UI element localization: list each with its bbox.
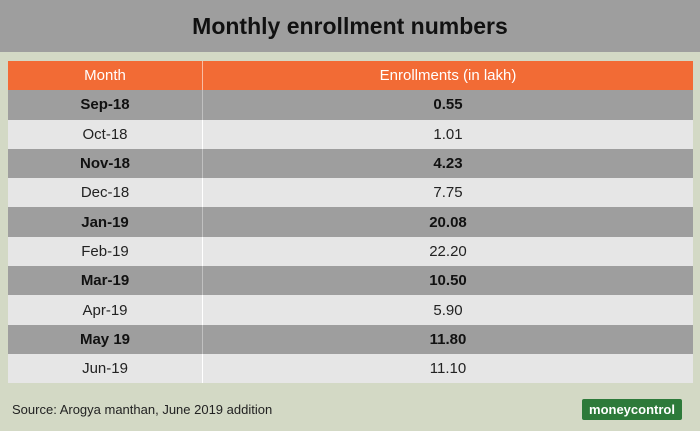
enrollment-value-cell: 5.90 <box>433 301 463 319</box>
enrollment-value-cell: 22.20 <box>429 242 467 260</box>
enrollment-value-cell: 10.50 <box>429 272 467 290</box>
title-bar: Monthly enrollment numbers <box>0 0 700 52</box>
table-row: Nov-18 4.23 <box>8 148 693 179</box>
column-header-enrollments: Enrollments (in lakh) <box>379 67 517 85</box>
column-divider <box>202 207 203 237</box>
enrollment-value-cell: 7.75 <box>433 184 463 202</box>
table-row: Sep-18 0.55 <box>8 90 693 120</box>
month-cell: Oct-18 <box>82 125 128 143</box>
page-title: Monthly enrollment numbers <box>192 12 508 39</box>
column-header-month: Month <box>84 67 126 85</box>
table-header-row: Month Enrollments (in lakh) <box>8 61 693 91</box>
column-divider <box>202 295 203 325</box>
column-divider <box>202 90 203 120</box>
month-cell: Nov-18 <box>79 155 131 173</box>
column-divider <box>202 324 203 354</box>
enrollment-value-cell: 0.55 <box>433 96 463 114</box>
column-divider <box>202 353 203 384</box>
month-cell: May 19 <box>79 330 131 348</box>
table-row: Jan-19 20.08 <box>8 207 693 237</box>
enrollment-value-cell: 11.80 <box>429 330 467 348</box>
table-row: May 19 11.80 <box>8 324 693 354</box>
month-cell: Jan-19 <box>81 213 129 231</box>
enrollment-value-cell: 20.08 <box>429 213 467 231</box>
enrollment-value-cell: 11.10 <box>429 360 467 378</box>
month-cell: Dec-18 <box>80 184 130 202</box>
column-divider <box>202 178 203 208</box>
table-row: Dec-18 7.75 <box>8 178 693 208</box>
enrollment-value-cell: 1.01 <box>433 125 463 143</box>
source-note: Source: Arogya manthan, June 2019 additi… <box>12 402 273 417</box>
enrollment-value-cell: 4.23 <box>433 155 463 173</box>
month-cell: Jun-19 <box>82 360 128 378</box>
column-divider <box>202 266 203 296</box>
month-cell: Sep-18 <box>80 96 130 114</box>
enrollment-table: Month Enrollments (in lakh) Sep-18 0.55 Oc… <box>8 61 693 384</box>
column-divider <box>202 119 203 149</box>
table-row: Jun-19 11.10 <box>8 353 693 384</box>
table-row: Oct-18 1.01 <box>8 119 693 149</box>
table-row: Mar-19 10.50 <box>8 266 693 296</box>
column-divider <box>202 61 203 91</box>
month-cell: Apr-19 <box>82 301 128 319</box>
column-divider <box>202 148 203 179</box>
table-body: Sep-18 0.55 Oct-18 1.01 Nov-18 4.23 Dec-18 7.75… <box>8 90 693 384</box>
month-cell: Mar-19 <box>80 272 130 290</box>
table-row: Feb-19 22.20 <box>8 236 693 267</box>
moneycontrol-logo: moneycontrol <box>582 399 682 420</box>
column-divider <box>202 236 203 267</box>
table-row: Apr-19 5.90 <box>8 295 693 325</box>
month-cell: Feb-19 <box>81 242 129 260</box>
